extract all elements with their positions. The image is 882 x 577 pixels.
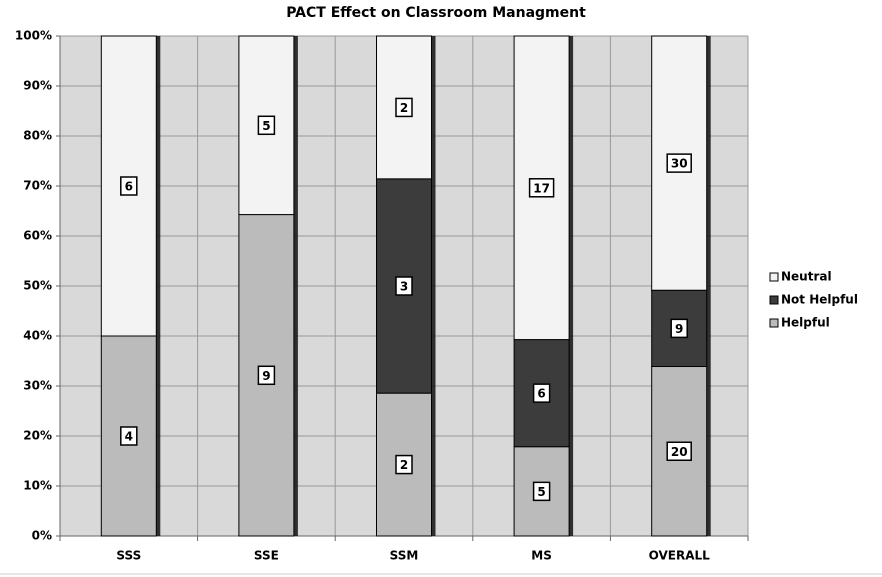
data-label: 6 xyxy=(125,180,133,194)
x-tick-label: MS xyxy=(531,549,552,563)
data-label-box xyxy=(395,454,413,475)
data-label-box xyxy=(395,97,413,118)
data-label-box xyxy=(395,276,413,296)
x-tick-label: OVERALL xyxy=(649,549,711,563)
legend-label: Neutral xyxy=(781,270,832,284)
data-label-box xyxy=(528,178,555,198)
legend-swatch xyxy=(769,272,779,282)
data-label-box xyxy=(670,318,688,339)
data-label: 9 xyxy=(262,369,270,383)
legend-label: Not Helpful xyxy=(781,293,858,307)
data-label-box xyxy=(257,115,276,136)
data-label: 20 xyxy=(671,445,688,459)
x-tick-label: SSE xyxy=(254,549,279,563)
chart-title: PACT Effect on Classroom Managment xyxy=(286,5,586,21)
data-label: 5 xyxy=(262,119,270,133)
data-label-box xyxy=(666,441,692,462)
y-tick-label: 40% xyxy=(23,329,52,343)
data-label: 6 xyxy=(537,387,545,401)
bar-segment xyxy=(513,446,570,537)
data-label: 3 xyxy=(400,280,408,294)
y-tick-label: 80% xyxy=(23,129,52,143)
data-label: 4 xyxy=(125,430,133,444)
y-tick-label: 0% xyxy=(32,529,52,543)
y-tick-label: 20% xyxy=(23,429,52,443)
legend-swatch xyxy=(769,318,779,328)
data-label-box xyxy=(532,383,551,403)
data-label-box xyxy=(120,176,138,196)
y-tick-label: 100% xyxy=(15,29,52,43)
legend-swatch xyxy=(769,295,779,305)
y-tick-label: 30% xyxy=(23,379,52,393)
y-tick-label: 60% xyxy=(23,229,52,243)
data-label: 17 xyxy=(533,181,550,195)
data-label: 2 xyxy=(400,101,408,115)
legend-label: Helpful xyxy=(781,316,830,330)
data-label: 5 xyxy=(537,485,545,499)
y-tick-label: 50% xyxy=(23,279,52,293)
x-tick-label: SSS xyxy=(116,549,141,563)
data-label-box xyxy=(666,153,692,173)
data-label-box xyxy=(532,481,551,502)
y-tick-label: 70% xyxy=(23,179,52,193)
x-tick-label: SSM xyxy=(390,549,419,563)
data-label: 30 xyxy=(671,157,688,171)
data-label: 2 xyxy=(400,458,408,472)
data-label-box xyxy=(120,426,138,446)
data-label-box xyxy=(257,365,276,386)
y-tick-label: 10% xyxy=(23,479,52,493)
data-label: 9 xyxy=(675,322,683,336)
y-tick-label: 90% xyxy=(23,79,52,93)
